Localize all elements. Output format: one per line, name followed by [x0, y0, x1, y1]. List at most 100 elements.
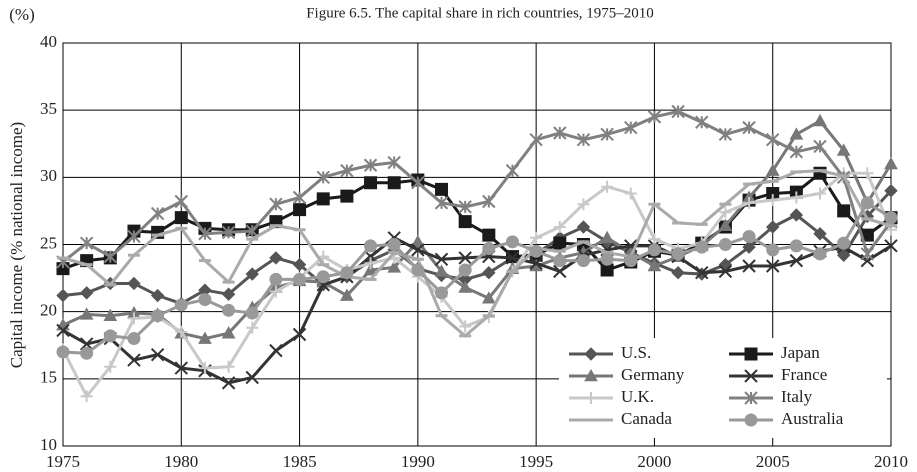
- marker: [150, 206, 165, 221]
- y-tick-label: 15: [40, 368, 57, 387]
- marker: [529, 256, 543, 271]
- legend-label: Australia: [781, 409, 844, 428]
- marker: [198, 227, 212, 241]
- legend-label: U.K.: [621, 387, 654, 406]
- marker: [56, 345, 70, 359]
- marker: [364, 257, 377, 270]
- marker: [364, 239, 378, 253]
- marker: [221, 376, 236, 390]
- marker: [316, 170, 330, 185]
- marker: [174, 298, 188, 312]
- marker: [245, 370, 259, 385]
- marker: [577, 198, 590, 211]
- marker: [104, 360, 117, 373]
- marker: [624, 187, 637, 200]
- marker: [529, 133, 543, 147]
- marker: [813, 247, 827, 261]
- marker: [434, 196, 449, 210]
- marker: [576, 133, 591, 147]
- marker: [340, 266, 354, 280]
- marker: [292, 327, 307, 342]
- marker: [387, 176, 401, 190]
- marker: [742, 259, 756, 273]
- marker: [836, 143, 851, 156]
- y-tick-label: 30: [40, 166, 57, 185]
- marker: [585, 392, 597, 404]
- marker: [269, 251, 283, 265]
- marker: [813, 166, 827, 180]
- marker: [647, 258, 662, 272]
- marker: [860, 247, 875, 261]
- marker: [600, 230, 614, 244]
- marker: [884, 211, 898, 225]
- marker: [150, 347, 165, 362]
- marker: [553, 236, 567, 250]
- marker: [79, 337, 94, 351]
- marker: [718, 127, 733, 142]
- marker: [174, 194, 188, 209]
- marker: [744, 347, 758, 361]
- marker: [600, 252, 614, 266]
- marker: [459, 320, 472, 333]
- marker: [744, 391, 758, 405]
- marker: [860, 196, 874, 210]
- legend-label: Italy: [781, 387, 813, 406]
- marker: [529, 244, 543, 258]
- marker: [505, 163, 520, 178]
- marker: [624, 120, 638, 135]
- legend-label: U.S.: [621, 343, 651, 362]
- marker: [718, 264, 733, 279]
- y-tick-label: 35: [40, 99, 57, 118]
- marker: [482, 194, 496, 209]
- marker: [80, 390, 93, 403]
- marker: [884, 184, 898, 198]
- marker: [127, 276, 141, 291]
- marker: [553, 254, 567, 268]
- marker: [222, 303, 236, 317]
- marker: [765, 163, 780, 176]
- marker: [245, 224, 259, 238]
- marker: [103, 249, 118, 264]
- y-axis-label: Capital income (% national income): [7, 122, 26, 368]
- marker: [434, 264, 449, 277]
- marker: [481, 291, 496, 304]
- marker: [150, 288, 165, 303]
- marker: [80, 346, 94, 360]
- x-tick-label: 1995: [519, 452, 553, 471]
- y-unit: (%): [9, 5, 34, 24]
- y-tick-label: 40: [40, 32, 57, 51]
- marker: [387, 260, 402, 273]
- legend-label: Germany: [621, 365, 685, 384]
- marker: [103, 308, 118, 321]
- marker: [269, 285, 282, 298]
- marker: [695, 240, 709, 254]
- marker: [600, 127, 614, 142]
- series-line: [62, 200, 892, 355]
- marker: [174, 361, 188, 375]
- marker: [789, 127, 804, 140]
- marker: [316, 270, 330, 284]
- marker: [482, 242, 496, 256]
- marker: [245, 306, 259, 320]
- marker: [647, 243, 661, 257]
- marker: [435, 182, 449, 196]
- marker: [814, 187, 827, 200]
- marker: [744, 413, 758, 427]
- marker: [837, 236, 851, 250]
- marker: [530, 231, 543, 244]
- marker: [246, 321, 259, 334]
- marker: [245, 267, 259, 281]
- marker: [789, 253, 804, 268]
- marker: [718, 238, 732, 251]
- marker: [647, 110, 662, 124]
- marker: [127, 353, 141, 367]
- x-tick-label: 2010: [874, 452, 908, 471]
- marker: [482, 266, 496, 280]
- marker: [387, 238, 401, 251]
- marker: [884, 156, 898, 170]
- marker: [198, 362, 211, 375]
- marker: [766, 220, 780, 234]
- marker: [813, 113, 827, 127]
- x-tick-label: 1990: [401, 452, 435, 471]
- marker: [316, 192, 330, 206]
